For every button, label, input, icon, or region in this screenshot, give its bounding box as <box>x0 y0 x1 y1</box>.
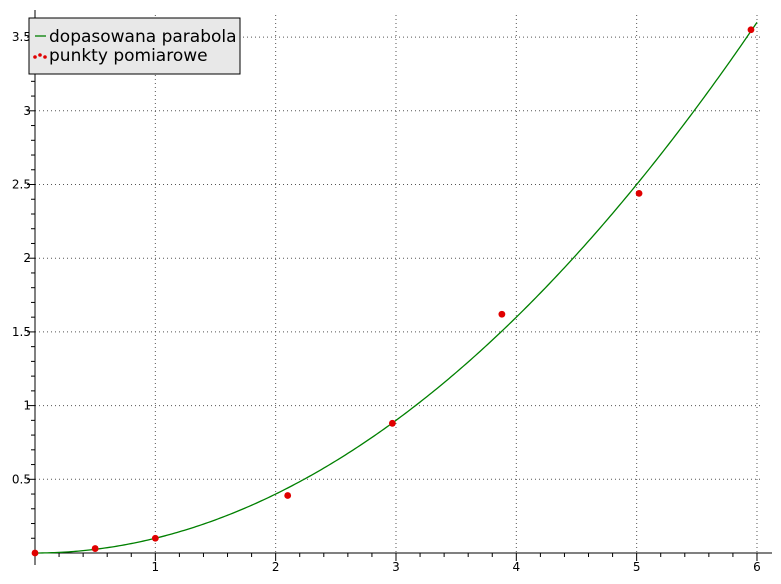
legend-box <box>28 17 241 75</box>
y-tick-label-6: 3.5 <box>12 30 31 44</box>
legend-dot-swatch-3 <box>43 55 47 59</box>
data-point-1 <box>91 545 99 552</box>
grid-layer <box>35 15 763 553</box>
x-tick-label-2: 3 <box>392 560 400 574</box>
x-tick-label-5: 6 <box>753 560 761 574</box>
legend-dot-swatch-1 <box>33 55 37 59</box>
data-point-2 <box>151 534 159 542</box>
data-point-0 <box>31 549 39 557</box>
y-tick-label-0: 0.5 <box>12 472 31 486</box>
data-point-4 <box>388 419 396 427</box>
legend-label-points: punkty pomiarowe <box>49 46 208 66</box>
y-tick-label-2: 1.5 <box>12 325 31 339</box>
y-tick-label-5: 3 <box>23 104 31 118</box>
data-point-3 <box>284 492 292 499</box>
y-tick-label-4: 2.5 <box>12 178 31 192</box>
x-tick-label-3: 4 <box>513 560 521 574</box>
data-point-7 <box>747 26 755 34</box>
x-tick-label-4: 5 <box>633 560 641 574</box>
legend: dopasowana parabola punkty pomiarowe <box>28 17 241 75</box>
legend-dot-swatch-2 <box>38 53 42 57</box>
series-layer <box>31 22 758 557</box>
x-tick-label-1: 2 <box>272 560 280 574</box>
x-tick-label-0: 1 <box>152 560 160 574</box>
y-tick-label-3: 2 <box>23 251 31 265</box>
y-tick-label-1: 1 <box>23 399 31 413</box>
data-point-5 <box>498 310 506 318</box>
legend-label-parabola: dopasowana parabola <box>49 27 237 47</box>
axes-layer: 1 2 3 4 5 6 0.5 1 1.5 2 2.5 3 3.5 <box>12 10 772 574</box>
data-point-6 <box>635 189 643 197</box>
